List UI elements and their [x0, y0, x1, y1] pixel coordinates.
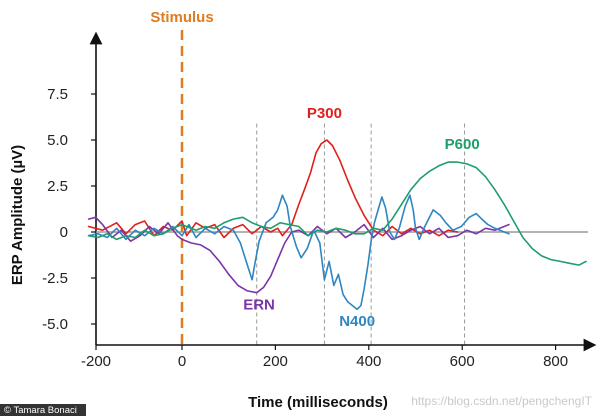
watermark-text: https://blog.csdn.net/pengchengIT — [411, 394, 592, 408]
y-tick-label: 2.5 — [47, 178, 68, 195]
y-tick-label: 0 — [60, 224, 68, 241]
credit-text: © Tamara Bonaci — [4, 405, 77, 416]
x-tick-label: 0 — [178, 353, 186, 370]
y-ticks: -5.0 -2.5 0 2.5 5.0 7.5 — [42, 86, 96, 333]
y-tick-label: -2.5 — [42, 270, 68, 287]
x-tick-label: 800 — [543, 353, 568, 370]
guide-lines — [256, 123, 466, 345]
x-tick-label: -200 — [81, 353, 111, 370]
y-axis-title: ERP Amplitude (µV) — [9, 145, 26, 285]
annotation-p600: P600 — [445, 136, 480, 153]
series-layer — [87, 139, 587, 311]
x-tick-label: 400 — [356, 353, 381, 370]
x-tick-label: 200 — [263, 353, 288, 370]
x-tick-label: 600 — [450, 353, 475, 370]
stimulus-label: Stimulus — [150, 9, 213, 26]
credit-box — [0, 404, 86, 416]
x-ticks: -200 0 200 400 600 800 — [81, 345, 568, 370]
series-p600-line — [87, 161, 587, 266]
series-n400-line — [87, 194, 510, 311]
annotation-layer: P300 ERN N400 P600 — [243, 105, 480, 330]
annotation-ern: ERN — [243, 296, 275, 313]
annotation-n400: N400 — [339, 313, 375, 330]
series-ern-line — [87, 216, 510, 294]
series-p300-line — [87, 139, 459, 239]
y-tick-label: 5.0 — [47, 132, 68, 149]
y-tick-label: -5.0 — [42, 316, 68, 333]
y-tick-label: 7.5 — [47, 86, 68, 103]
x-axis-title: Time (milliseconds) — [248, 394, 388, 411]
annotation-p300: P300 — [307, 105, 342, 122]
